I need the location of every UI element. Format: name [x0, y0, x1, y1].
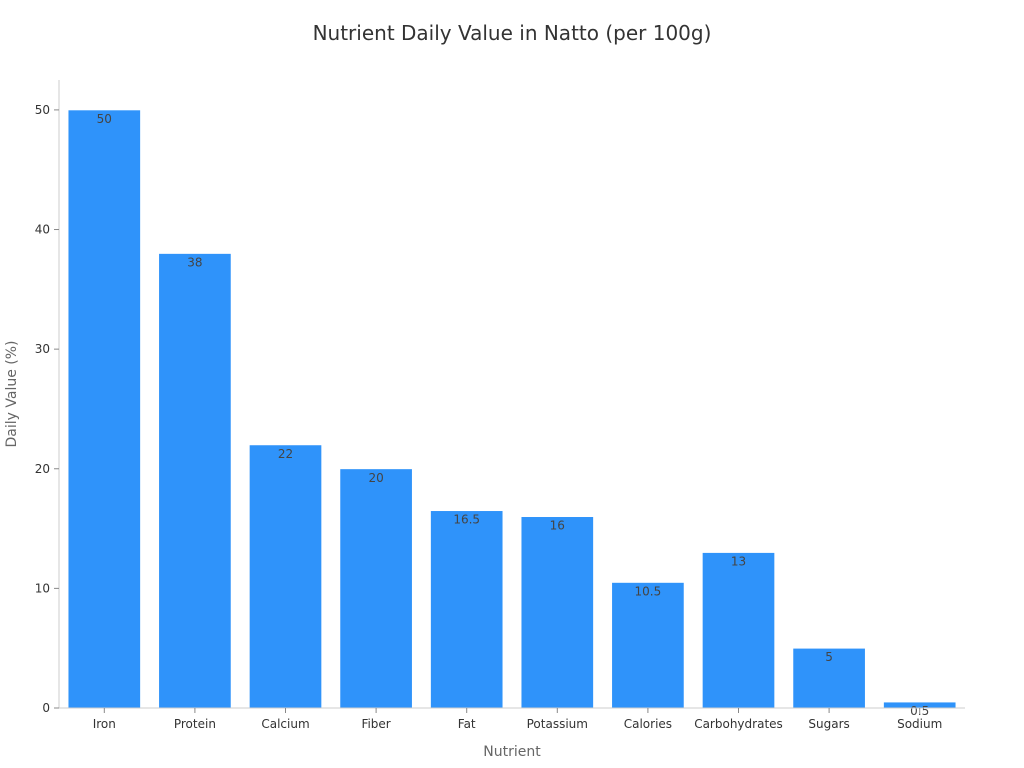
- bar-potassium: [520, 516, 594, 709]
- x-tick-label-potassium: Potassium: [527, 717, 588, 731]
- data-label-potassium: 16: [550, 519, 565, 533]
- x-tick-label-fat: Fat: [458, 717, 476, 731]
- data-label-sugars: 5: [825, 650, 833, 664]
- x-tick-label-calcium: Calcium: [261, 717, 309, 731]
- y-tick-label-10: 10: [35, 581, 50, 595]
- data-label-calcium: 22: [278, 447, 293, 461]
- x-tick-label-carbohydrates: Carbohydrates: [694, 717, 783, 731]
- x-axis-title: Nutrient: [483, 744, 541, 760]
- data-label-calories: 10.5: [635, 584, 662, 598]
- data-label-protein: 38: [187, 255, 202, 269]
- y-tick-label-20: 20: [35, 462, 50, 476]
- data-label-carbohydrates: 13: [731, 555, 746, 569]
- y-tick-label-40: 40: [35, 223, 50, 237]
- bars-group: [67, 109, 957, 709]
- x-tick-label-calories: Calories: [624, 717, 672, 731]
- bar-carbohydrates: [701, 552, 776, 709]
- chart-title: Nutrient Daily Value in Natto (per 100g): [313, 21, 712, 45]
- y-tick-label-0: 0: [42, 701, 50, 715]
- x-tick-label-sugars: Sugars: [808, 717, 849, 731]
- bar-calcium: [248, 444, 323, 709]
- data-label-fiber: 20: [368, 471, 383, 485]
- x-tick-label-iron: Iron: [93, 717, 116, 731]
- data-label-iron: 50: [97, 112, 112, 126]
- x-tick-label-sodium: Sodium: [897, 717, 942, 731]
- x-ticks-group: Iron Protein Calcium Fiber Fat Potassium Calor…: [93, 708, 942, 731]
- data-label-fat: 16.5: [453, 513, 480, 527]
- y-tick-label-30: 30: [35, 342, 50, 356]
- bar-iron: [67, 109, 141, 709]
- y-ticks-group: 0 10 20 30 40 50: [35, 103, 59, 715]
- bar-fiber: [339, 468, 413, 709]
- bar-protein: [158, 253, 232, 709]
- bar-calories: [611, 582, 685, 709]
- y-axis-title: Daily Value (%): [4, 341, 20, 448]
- bar-fat: [430, 510, 504, 709]
- y-tick-label-50: 50: [35, 103, 50, 117]
- x-tick-label-fiber: Fiber: [361, 717, 390, 731]
- bar-sugars: [792, 647, 866, 709]
- x-tick-label-protein: Protein: [174, 717, 216, 731]
